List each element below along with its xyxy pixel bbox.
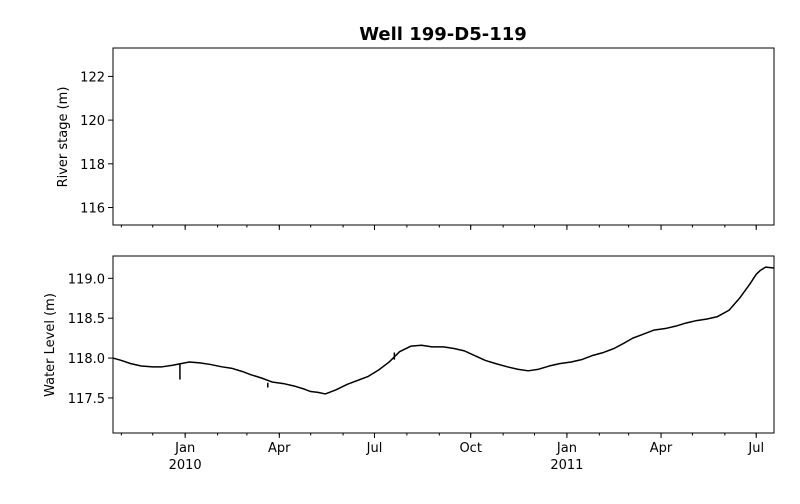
water-level-x-ticks: Jan 2010 Apr Jul Oct Jan 2011 Apr Jul [120, 433, 764, 473]
river-stage-plot-frame [112, 47, 775, 226]
chart-title: Well 199-D5-119 [359, 24, 527, 45]
water-level-x-tick-label: Apr [650, 441, 673, 456]
water-level-y-tick-label: 118.0 [68, 352, 105, 367]
water-level-x-tick-label: Apr [268, 441, 291, 456]
water-level-y-tick-label: 119.0 [68, 272, 105, 287]
river-stage-y-tick-label: 116 [80, 202, 105, 217]
river-stage-y-axis-label: River stage (m) [56, 87, 71, 188]
river-stage-panel: 116 118 120 122 River stage (m) [56, 47, 775, 230]
water-level-y-ticks: 117.5 118.0 118.5 119.0 [68, 272, 113, 407]
water-level-x-tick-label: Jan [556, 441, 577, 456]
water-level-x-tick-year-label: 2011 [550, 458, 583, 473]
river-stage-x-ticks [120, 225, 757, 230]
water-level-x-tick-label: Jul [747, 441, 764, 456]
water-level-x-tick-year-label: 2010 [169, 458, 202, 473]
water-level-series [112, 266, 775, 395]
river-stage-y-tick-label: 120 [80, 114, 105, 129]
water-level-x-tick-label: Oct [459, 441, 481, 456]
river-stage-y-ticks: 116 118 120 122 [80, 70, 113, 217]
river-stage-y-tick-label: 118 [80, 158, 105, 173]
water-level-y-tick-label: 118.5 [68, 312, 105, 327]
water-level-line [112, 266, 775, 395]
water-level-y-tick-label: 117.5 [68, 392, 105, 407]
river-stage-y-tick-label: 122 [80, 70, 105, 85]
water-level-x-tick-label: Jan [174, 441, 195, 456]
water-level-plot-frame [112, 255, 775, 434]
water-level-x-tick-label: Jul [366, 441, 383, 456]
water-level-y-axis-label: Water Level (m) [43, 293, 58, 397]
